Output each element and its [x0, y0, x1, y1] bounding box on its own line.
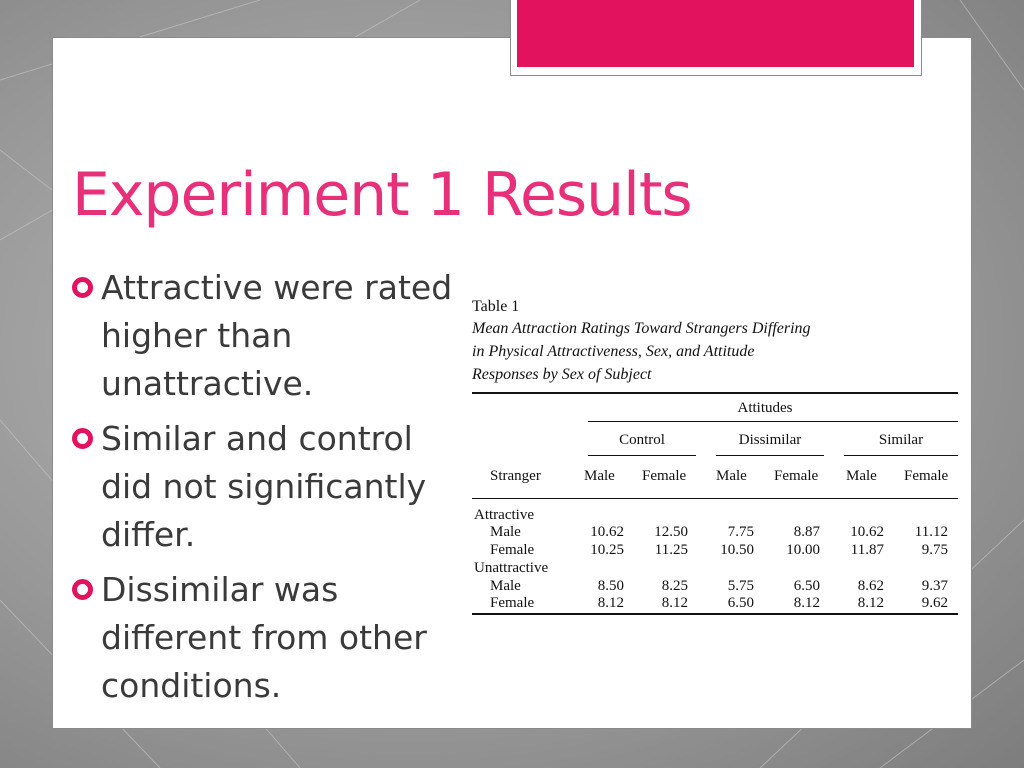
table-cell: 8.50 [597, 578, 624, 594]
slide-title: Experiment 1 Results [72, 160, 693, 230]
circle-bullet-icon [72, 579, 93, 600]
table-cell: 11.25 [654, 542, 688, 558]
table-cell: 12.50 [654, 524, 688, 540]
row-label: Female [490, 595, 535, 611]
table-cell: 10.62 [850, 524, 884, 540]
table-row: Male 10.62 12.50 7.75 8.87 10.62 11.12 [472, 524, 958, 542]
group-header-dissimilar: Dissimilar [738, 432, 802, 448]
table-cell: 10.50 [720, 542, 754, 558]
group-rule [844, 455, 958, 456]
row-label: Female [490, 542, 535, 558]
table-cell: 8.25 [661, 578, 688, 594]
table-cell: 10.00 [786, 542, 820, 558]
table-cell: 8.62 [857, 578, 884, 594]
column-header: Male [846, 468, 877, 484]
table-cell: 9.62 [921, 595, 948, 611]
section-row: Attractive [472, 507, 958, 525]
row-label: Male [490, 578, 521, 594]
table-row: Male 8.50 8.25 5.75 6.50 8.62 9.37 [472, 578, 958, 596]
group-header-similar: Similar [878, 432, 924, 448]
table-top-rule [472, 392, 958, 394]
table-body: Attractive Male 10.62 12.50 7.75 8.87 10… [472, 507, 958, 613]
table-cell: 7.75 [727, 524, 754, 540]
circle-bullet-icon [72, 277, 93, 298]
table-cell: 8.12 [793, 595, 820, 611]
table-label: Table 1 [472, 298, 520, 315]
bullet-text: Dissimilar was different from other cond… [101, 570, 427, 705]
attitudes-header-row: Attitudes [472, 394, 958, 422]
table-cell: 6.50 [793, 578, 820, 594]
accent-block [517, 0, 914, 67]
attitudes-rule [588, 421, 958, 422]
bullet-item: Similar and control did not significantl… [72, 415, 464, 559]
table-cell: 11.12 [914, 524, 948, 540]
table-cell: 9.75 [921, 542, 948, 558]
results-table: Table 1 Mean Attraction Ratings Toward S… [472, 296, 958, 615]
table-cell: 10.25 [590, 542, 624, 558]
column-header: Female [642, 468, 687, 484]
table-cell: 8.12 [661, 595, 688, 611]
stranger-header: Stranger [490, 468, 541, 484]
bullet-item: Attractive were rated higher than unattr… [72, 264, 464, 408]
row-label: Male [490, 524, 521, 540]
section-label: Attractive [474, 507, 534, 523]
table-cell: 5.75 [727, 578, 754, 594]
table-caption-line: Responses by Sex of Subject [472, 366, 652, 383]
group-rule [588, 455, 696, 456]
section-row: Unattractive [472, 560, 958, 578]
circle-bullet-icon [72, 428, 93, 449]
table-cell: 11.87 [850, 542, 884, 558]
bullet-text: Attractive were rated higher than unattr… [101, 268, 453, 403]
group-header-row: Control Dissimilar Similar [472, 422, 958, 456]
table-cell: 8.12 [857, 595, 884, 611]
table-cell: 8.87 [793, 524, 820, 540]
column-header: Male [716, 468, 747, 484]
column-header: Male [584, 468, 615, 484]
table-caption-line: in Physical Attractiveness, Sex, and Att… [472, 343, 755, 360]
table-row: Female 8.12 8.12 6.50 8.12 8.12 9.62 [472, 595, 958, 613]
column-header: Female [904, 468, 949, 484]
section-label: Unattractive [474, 560, 549, 576]
bullet-list: Attractive were rated higher than unattr… [72, 264, 464, 717]
table-cell: 6.50 [727, 595, 754, 611]
group-rule [716, 455, 824, 456]
table-cell: 10.62 [590, 524, 624, 540]
bullet-text: Similar and control did not significantl… [101, 419, 427, 554]
header-rule [472, 498, 958, 499]
table-cell: 9.37 [921, 578, 948, 594]
attitudes-header: Attitudes [737, 400, 793, 416]
column-header-row: Stranger Male Female Male Female Male Fe… [472, 456, 958, 498]
group-header-control: Control [619, 432, 665, 448]
bullet-item: Dissimilar was different from other cond… [72, 566, 464, 710]
table-caption-line: Mean Attraction Ratings Toward Strangers… [472, 320, 811, 337]
table-cell: 8.12 [597, 595, 624, 611]
table-bottom-rule [472, 613, 958, 615]
column-header: Female [774, 468, 819, 484]
table-row: Female 10.25 11.25 10.50 10.00 11.87 9.7… [472, 542, 958, 560]
